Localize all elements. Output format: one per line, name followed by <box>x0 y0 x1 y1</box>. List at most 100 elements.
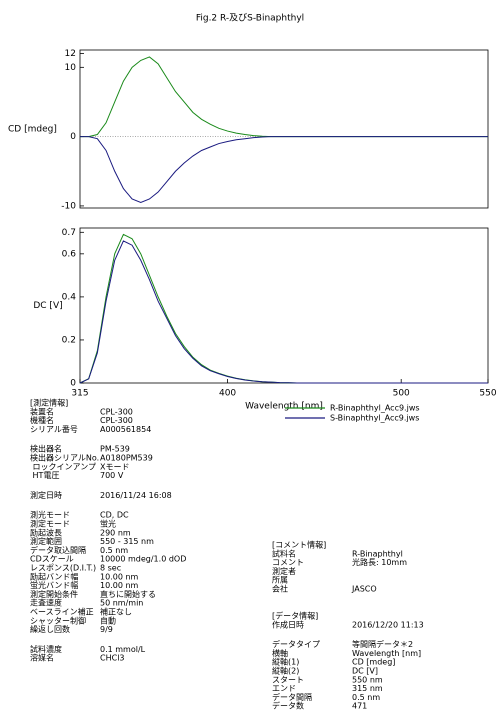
info-value: 直ちに開始する <box>100 589 156 599</box>
info-value: 315 nm <box>352 684 383 693</box>
info-key: CDスケール <box>30 555 74 564</box>
info-value: R-Binaphthyl <box>352 549 403 558</box>
info-value: 0.5 nm <box>100 546 128 555</box>
x-tick-label: 400 <box>219 389 236 399</box>
info-value: Xモード <box>100 462 129 471</box>
info-key: 試料名 <box>272 548 296 558</box>
info-key: 走査速度 <box>30 598 62 608</box>
info-key: 繰返し回数 <box>30 624 70 634</box>
info-value: 自動 <box>100 615 116 625</box>
info-value: 2016/11/24 16:08 <box>100 491 172 500</box>
info-value: DC [V] <box>352 667 378 676</box>
info-key: データ取込間隔 <box>30 545 86 555</box>
info-key: ロックインアンプ <box>30 462 96 471</box>
info-value: 471 <box>352 702 367 711</box>
section-title: [測定情報] <box>30 398 68 408</box>
y-tick-label: 0.6 <box>62 249 77 259</box>
info-value: 9/9 <box>100 625 113 634</box>
info-value: CHCl3 <box>100 654 125 663</box>
y-tick-label: 0.2 <box>62 335 76 345</box>
info-value: 等間隔データ＊2 <box>352 639 413 649</box>
info-value: A000561854 <box>100 425 151 434</box>
info-key: コメント <box>272 558 304 567</box>
plot-frame <box>79 49 489 209</box>
info-value: 550 - 315 nm <box>100 537 154 546</box>
x-tick-label: 550 <box>479 389 496 399</box>
info-value: CPL-300 <box>100 407 133 416</box>
y-tick-label: 0.4 <box>62 292 77 302</box>
info-key: 測定範囲 <box>30 536 62 546</box>
info-key: データ間隔 <box>272 692 312 702</box>
info-value: 8 sec <box>100 564 121 573</box>
data-line <box>79 240 488 384</box>
data-line <box>80 136 488 203</box>
section-title: [コメント情報] <box>272 540 326 550</box>
info-value: 蛍光 <box>100 519 116 529</box>
info-key: シャッター制御 <box>30 615 86 625</box>
info-value: Wavelength [nm] <box>352 649 421 658</box>
info-key: 測定モード <box>30 519 70 529</box>
plot-frame <box>79 227 489 384</box>
info-value: 補正なし <box>100 607 132 617</box>
info-value: PM-539 <box>100 445 130 454</box>
info-key: 励起バンド幅 <box>30 571 78 581</box>
info-key: 蛍光バンド幅 <box>30 580 78 590</box>
x-axis-label: Wavelength [nm] <box>245 402 323 412</box>
info-key: 作成日時 <box>272 619 304 629</box>
info-value: CD, DC <box>100 511 129 520</box>
y-tick-label: 0 <box>70 132 76 142</box>
info-key: データタイプ <box>272 639 320 649</box>
info-value: 10.00 nm <box>100 572 139 581</box>
info-value: 700 V <box>100 471 124 480</box>
y-tick-label: 12 <box>65 49 76 59</box>
info-value: CD [mdeg] <box>352 658 395 667</box>
y-axis-label: DC [V] <box>33 301 62 311</box>
legend-label: S-Binaphthyl_Acc9.jws <box>330 414 419 423</box>
info-value: 50 nm/min <box>100 599 143 608</box>
info-key: 所属 <box>272 575 288 585</box>
page-title: Fig.2 R-及びS-Binaphthyl <box>196 13 304 24</box>
data-line <box>79 233 488 384</box>
info-key: 検出器シリアルNo. <box>30 453 99 463</box>
info-value: 290 nm <box>100 528 131 537</box>
info-key: ベースライン補正 <box>30 607 94 617</box>
info-key: 縦軸(1) <box>272 657 299 667</box>
info-value: JASCO <box>351 585 377 594</box>
info-key: レスポンス(D.I.T.) <box>30 564 96 573</box>
info-key: 検出器名 <box>30 444 62 454</box>
info-key: 測定開始条件 <box>30 589 78 599</box>
info-key: 会社 <box>272 584 288 594</box>
info-value: CPL-300 <box>100 416 133 425</box>
y-axis-label: CD [mdeg] <box>8 125 57 135</box>
info-value: 2016/12/20 11:13 <box>352 620 424 629</box>
info-key: スタート <box>272 675 304 684</box>
info-value: 0.1 mmol/L <box>100 645 146 654</box>
legend-label: R-Binaphthyl_Acc9.jws <box>330 404 420 413</box>
info-key: 試料濃度 <box>30 644 62 654</box>
info-key: 測定者 <box>272 566 296 576</box>
info-value: 光路長: 10mm <box>352 557 407 567</box>
info-key: 溶媒名 <box>30 653 54 663</box>
section-title: [データ情報] <box>272 611 318 621</box>
info-value: A0180PM539 <box>100 454 153 463</box>
info-key: エンド <box>272 684 296 693</box>
info-key: 縦軸(2) <box>272 666 299 676</box>
info-key: 機種名 <box>30 415 54 425</box>
info-key: HT電圧 <box>30 471 59 480</box>
info-key: 装置名 <box>30 406 54 416</box>
info-key: 測定日時 <box>30 490 62 500</box>
y-tick-label: 0 <box>70 379 76 389</box>
info-key: 測光モード <box>30 510 70 520</box>
y-tick-label: 0.7 <box>62 228 76 238</box>
info-value: 550 nm <box>352 675 383 684</box>
info-key: シリアル番号 <box>30 424 78 434</box>
info-key: データ数 <box>272 701 304 711</box>
info-value: 0.5 nm <box>352 693 380 702</box>
y-tick-label: 10 <box>65 63 77 73</box>
info-value: 10.00 nm <box>100 581 139 590</box>
data-line <box>80 56 488 138</box>
info-key: 横軸 <box>272 648 288 658</box>
x-tick-label: 315 <box>71 389 88 399</box>
x-tick-label: 500 <box>393 389 410 399</box>
